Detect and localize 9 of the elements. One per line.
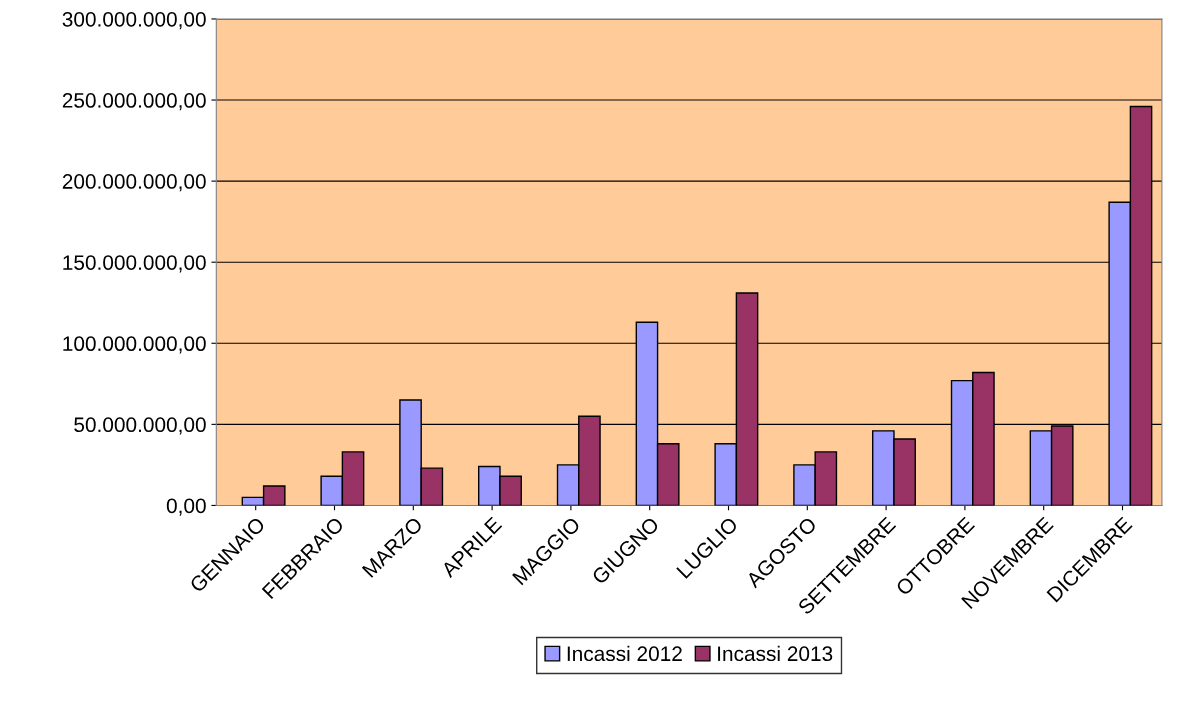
y-tick-label: 100.000.000,00 <box>63 336 206 354</box>
y-tick-label: 250.000.000,00 <box>62 93 206 111</box>
y-tick-label: 200.000.000,00 <box>62 174 206 192</box>
legend-label: Incassi 2012 <box>567 645 682 662</box>
y-tick-label: 0,00 <box>166 498 206 516</box>
legend-label: Incassi 2013 <box>718 645 833 662</box>
y-tick-label: 50.000.000,00 <box>74 417 206 435</box>
y-tick-label: 300.000.000,00 <box>62 11 206 30</box>
y-tick-label: 150.000.000,00 <box>63 255 206 273</box>
